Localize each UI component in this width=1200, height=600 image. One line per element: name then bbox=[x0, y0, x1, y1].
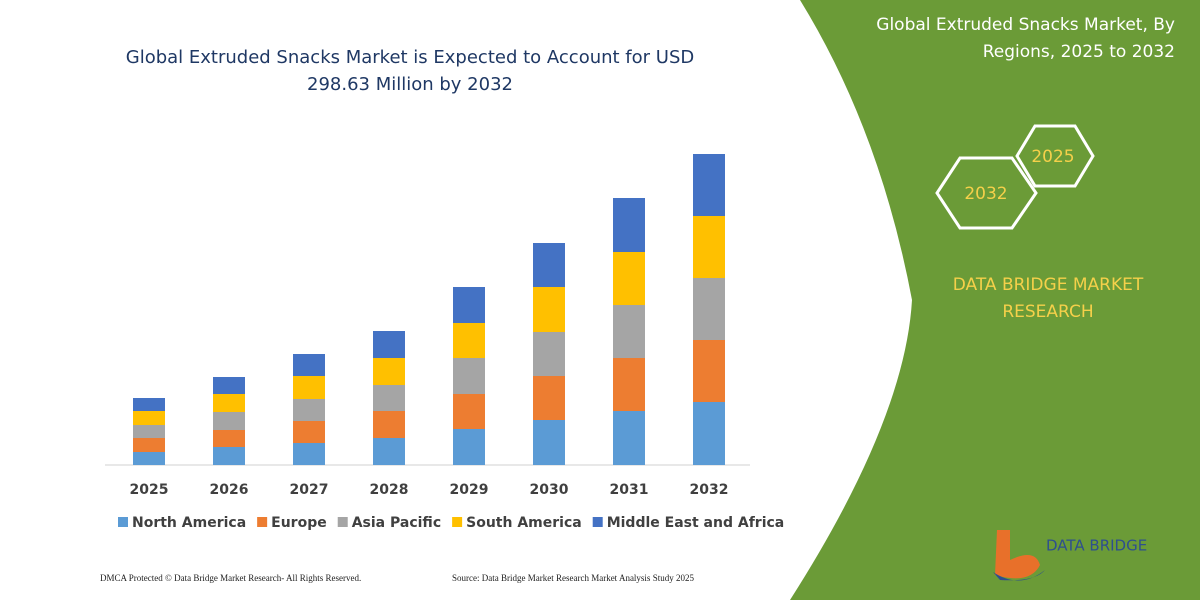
bar-segment bbox=[373, 358, 405, 385]
bar-segment bbox=[613, 198, 645, 252]
bar-segment bbox=[693, 154, 725, 216]
legend-swatch bbox=[452, 517, 463, 527]
bar-segment bbox=[693, 340, 725, 402]
legend-swatch bbox=[118, 517, 128, 527]
bar-segment bbox=[373, 438, 405, 465]
x-tick-label: 2025 bbox=[130, 482, 169, 498]
x-tick-label: 2031 bbox=[610, 482, 649, 498]
hexagon bbox=[1015, 124, 1095, 188]
x-tick-label: 2030 bbox=[530, 482, 569, 498]
bar-segment bbox=[453, 358, 485, 394]
legend-label: Asia Pacific bbox=[352, 515, 441, 531]
legend-label: Europe bbox=[271, 515, 327, 531]
bar-segment bbox=[213, 377, 245, 394]
hex-label: 2025 bbox=[1031, 147, 1074, 167]
bar-segment bbox=[213, 394, 245, 412]
bar-segment bbox=[613, 411, 645, 465]
bar-segment bbox=[293, 376, 325, 399]
legend-label: Middle East and Africa bbox=[607, 515, 785, 531]
bar-segment bbox=[453, 323, 485, 358]
bar-segment bbox=[213, 412, 245, 430]
chart-title: Global Extruded Snacks Market is Expecte… bbox=[126, 47, 695, 68]
bar-segment bbox=[453, 429, 485, 465]
x-tick-label: 2028 bbox=[370, 482, 409, 498]
bar-segment bbox=[693, 216, 725, 278]
panel-title: Global Extruded Snacks Market, By bbox=[876, 15, 1175, 35]
bar-segment bbox=[453, 287, 485, 323]
logo-text: DATA BRIDGE bbox=[1046, 537, 1147, 555]
bar-segment bbox=[213, 447, 245, 465]
x-tick-label: 2029 bbox=[450, 482, 489, 498]
bar-segment bbox=[533, 420, 565, 465]
legend-label: North America bbox=[132, 515, 246, 531]
legend-swatch bbox=[257, 517, 268, 527]
bar-segment bbox=[133, 411, 165, 425]
bar-segment bbox=[693, 402, 725, 465]
bar-segment bbox=[293, 443, 325, 465]
bar-segment bbox=[613, 305, 645, 358]
footer-text: DMCA Protected © Data Bridge Market Rese… bbox=[100, 573, 361, 583]
x-tick-label: 2027 bbox=[290, 482, 329, 498]
bar-segment bbox=[693, 278, 725, 340]
brand-text: DATA BRIDGE MARKET bbox=[953, 275, 1144, 295]
bar-segment bbox=[293, 399, 325, 421]
logo-icon bbox=[995, 530, 1040, 579]
bar-segment bbox=[213, 430, 245, 447]
legend-label: South America bbox=[466, 515, 582, 531]
chart-subtitle: 298.63 Million by 2032 bbox=[307, 74, 513, 95]
bar-segment bbox=[613, 358, 645, 411]
bar-segment bbox=[133, 425, 165, 438]
bar-segment bbox=[133, 398, 165, 411]
bar-segment bbox=[133, 452, 165, 465]
x-tick-label: 2032 bbox=[690, 482, 729, 498]
bar-segment bbox=[533, 287, 565, 332]
brand-text: RESEARCH bbox=[1002, 302, 1093, 322]
green-panel bbox=[790, 0, 1200, 600]
bar-segment bbox=[533, 332, 565, 376]
x-tick-label: 2026 bbox=[210, 482, 249, 498]
bar-segment bbox=[533, 376, 565, 420]
bar-segment bbox=[373, 385, 405, 411]
bar-segment bbox=[293, 354, 325, 376]
bar-segment bbox=[133, 438, 165, 452]
panel-title: Regions, 2025 to 2032 bbox=[983, 42, 1175, 62]
legend-swatch bbox=[337, 517, 348, 527]
hex-label: 2032 bbox=[964, 184, 1007, 204]
bar-segment bbox=[293, 421, 325, 443]
legend-swatch bbox=[592, 517, 603, 527]
bar-segment bbox=[373, 331, 405, 358]
bar-segment bbox=[613, 252, 645, 305]
hexagon bbox=[935, 156, 1038, 230]
bar-segment bbox=[453, 394, 485, 429]
footer-text: Source: Data Bridge Market Research Mark… bbox=[452, 573, 694, 583]
bar-segment bbox=[533, 243, 565, 287]
bar-segment bbox=[373, 411, 405, 438]
